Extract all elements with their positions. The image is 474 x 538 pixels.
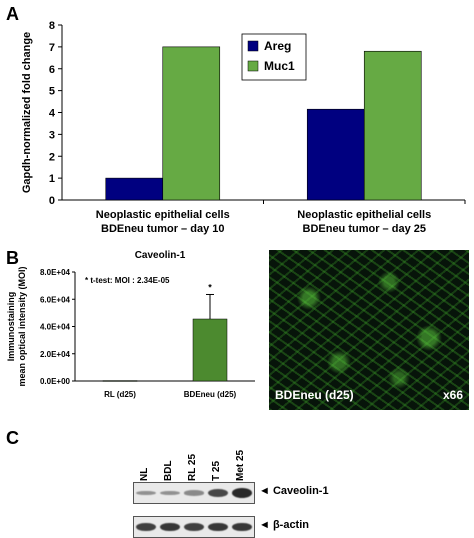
x-category-label: Neoplastic epithelial cells: [96, 209, 230, 221]
blot-band: [232, 522, 252, 532]
x-category-label: BDEneu tumor – day 25: [303, 223, 426, 235]
legend-swatch-muc1: [247, 60, 259, 72]
bar: [192, 318, 228, 382]
y-tick-label: 6.0E+04: [40, 295, 71, 304]
blot-band: [184, 490, 204, 496]
legend-label-areg: Areg: [264, 39, 291, 53]
y-tick-label: 8.0E+04: [40, 268, 71, 277]
lane-label: T 25: [211, 460, 222, 481]
legend-swatch-areg: [247, 40, 259, 52]
ttest-annotation: * t-test: MOI : 2.34E-05: [85, 276, 170, 285]
caveolin-blot-strip: [133, 482, 255, 504]
y-tick-label: 0: [49, 195, 55, 207]
blot-band: [136, 522, 156, 532]
x-category-label: RL (d25): [104, 390, 136, 399]
bar-muc1: [363, 50, 422, 201]
immunostaining-micrograph: BDEneu (d25) x66: [269, 250, 469, 410]
y-tick-label: 1: [49, 173, 55, 185]
bar: [102, 380, 138, 382]
y-tick-label: 4.0E+04: [40, 323, 71, 332]
x-category-label: BDEneu tumor – day 10: [101, 223, 224, 235]
x-category-label: BDEneu (d25): [184, 390, 237, 399]
lane-label: BDL: [163, 460, 174, 481]
x-category-label: Neoplastic epithelial cells: [297, 209, 431, 221]
blot-band: [208, 522, 228, 532]
y-tick-label: 7: [49, 42, 55, 54]
bar-areg: [105, 177, 164, 201]
magnification-label: x66: [442, 388, 463, 402]
y-axis-label: Gapdh-normalized fold change: [21, 32, 33, 193]
blot-band: [208, 488, 228, 498]
blot-band: [184, 522, 204, 532]
actin-blot-strip: [133, 516, 255, 538]
caveolin-bar-chart: Caveolin-1 0.0E+00 2.0E+04 4.0E+04 6.0E+04 8.…: [6, 250, 255, 399]
y-tick-label: 5: [49, 86, 55, 98]
y-tick-label: 6: [49, 64, 55, 76]
blot-row-label: ◄ Caveolin-1: [259, 485, 329, 497]
lane-label: RL 25: [187, 453, 198, 481]
micrograph-label: BDEneu (d25): [275, 388, 354, 402]
y-tick-label: 0.0E+00: [40, 377, 71, 386]
panel-letter-c: C: [6, 428, 19, 448]
blot-band: [160, 522, 180, 532]
lane-label: NL: [139, 467, 150, 481]
y-tick-label: 4: [49, 108, 56, 120]
panel-letter-b: B: [6, 248, 19, 268]
panel-letter-a: A: [6, 4, 19, 24]
chart-title: Caveolin-1: [135, 250, 186, 261]
blot-band: [136, 490, 156, 496]
lane-label: Met 25: [235, 449, 246, 481]
fold-change-bar-chart: 0 1 2 3 4 5 6 7 8 Gapdh-normalized fold change Neo…: [21, 20, 466, 235]
bar-muc1: [162, 46, 221, 201]
blot-band: [232, 488, 252, 498]
bar-areg: [306, 108, 365, 201]
y-tick-label: 2.0E+04: [40, 350, 71, 359]
legend-label-muc1: Muc1: [264, 59, 295, 73]
significance-marker: *: [208, 282, 212, 292]
western-blot: NL BDL RL 25 T 25 Met 25 ◄ Caveolin-1 ◄ β-acti…: [0, 430, 474, 538]
y-tick-label: 8: [49, 20, 55, 32]
blot-row-label: ◄ β-actin: [259, 519, 309, 531]
y-axis-label: Immunostaining: [6, 292, 16, 362]
blot-band: [160, 490, 180, 496]
y-tick-label: 3: [49, 129, 55, 141]
y-tick-label: 2: [49, 151, 55, 163]
y-axis-label: mean optical intensity (MOI): [17, 266, 27, 386]
